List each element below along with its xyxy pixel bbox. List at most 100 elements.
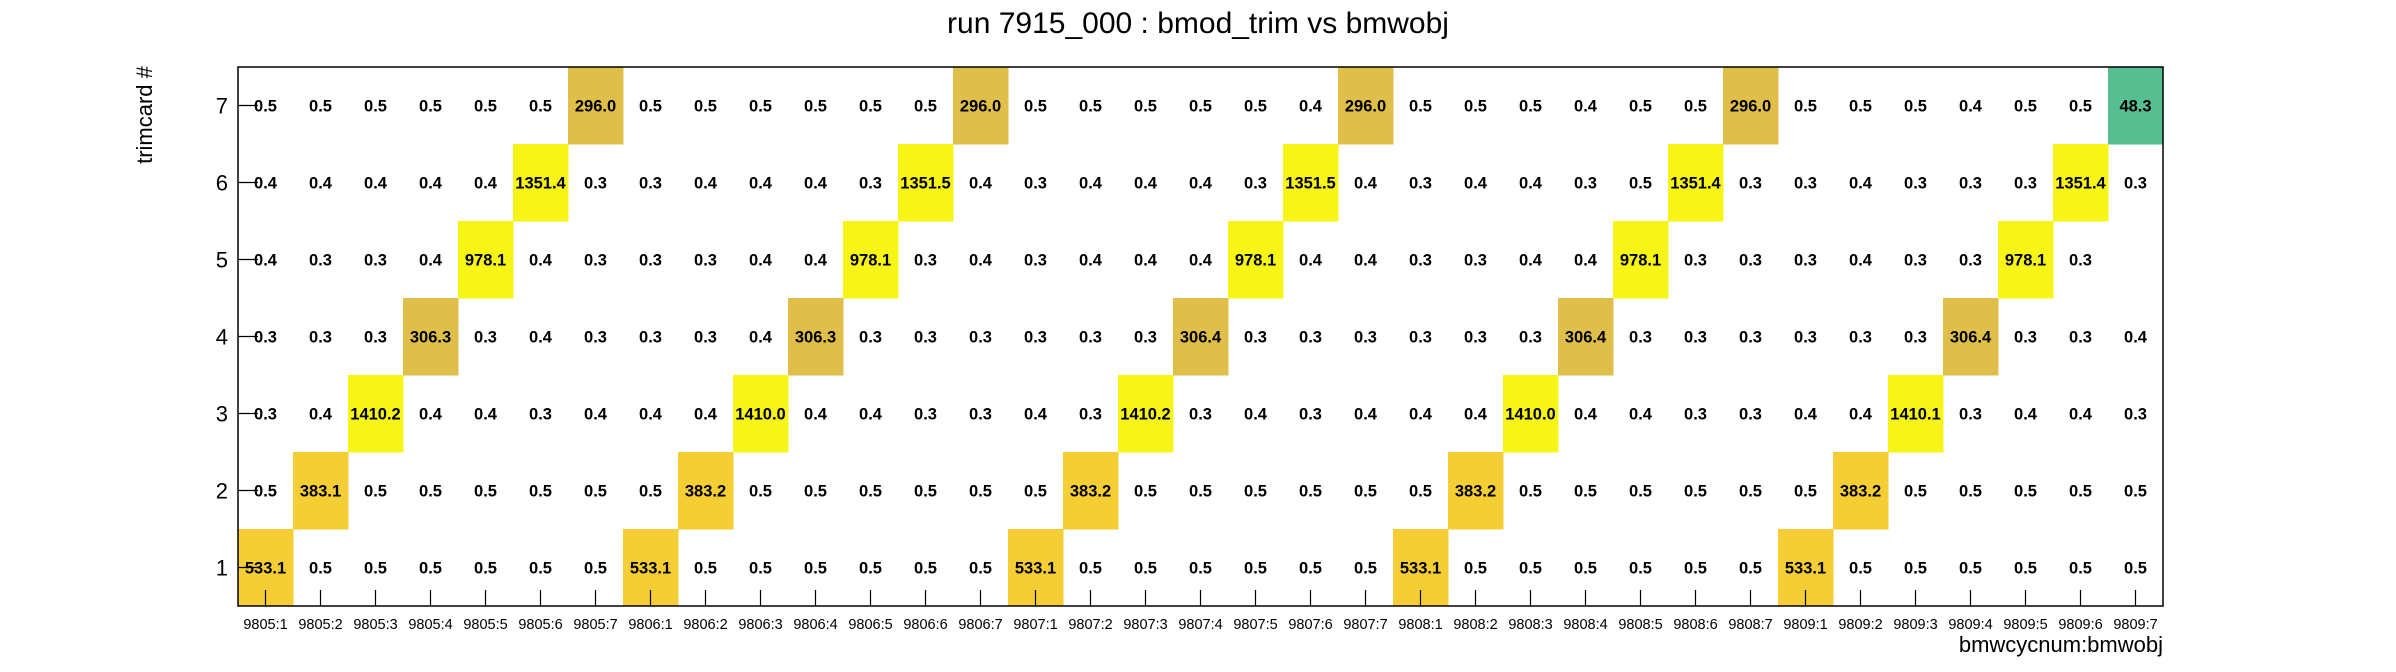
cell-value-label: 0.3 [969,329,992,347]
cell-value-label: 0.3 [364,329,387,347]
chart-title: run 7915_000 : bmod_trim vs bmwobj [947,7,1449,40]
cell-value-label: 0.4 [1354,252,1378,270]
heatmap-cell [1998,221,2054,299]
cell-value-label: 0.5 [1079,98,1102,116]
cell-value-label: 0.4 [804,252,828,270]
cell-value-label: 0.5 [2069,483,2092,501]
cell-value-label: 0.5 [2014,560,2037,578]
cell-value-label: 0.5 [1739,483,1762,501]
x-axis-label: bmwcycnum:bmwobj [1959,632,2163,657]
heatmap-cell [1558,298,1614,376]
x-tick-label: 9806:5 [848,617,892,633]
cell-value-label: 0.3 [859,329,882,347]
cell-value-label: 0.3 [2124,406,2147,424]
heatmap-cell [513,144,569,222]
heatmap-cell [953,67,1009,145]
cell-value-label: 0.5 [969,560,992,578]
cell-value-label: 0.5 [2124,560,2147,578]
x-axis: 9805:1 9805:2 9805:3 9805:4 9805:5 9805:6 9805… [243,590,2158,633]
cell-value-label: 0.4 [969,252,993,270]
cell-value-label: 0.4 [749,175,773,193]
cell-value-label: 0.4 [1409,406,1433,424]
y-tick-label: 7 [216,94,228,119]
heatmap-cell [898,144,954,222]
cell-value-label: 0.3 [1079,329,1102,347]
cell-value-label: 0.3 [2014,329,2037,347]
cell-value-label: 0.4 [1464,175,1488,193]
cell-value-label: 0.4 [419,252,443,270]
heatmap-cell [1503,375,1559,453]
cell-value-label: 533.1 [1785,560,1826,578]
cell-value-label: 0.5 [309,98,332,116]
x-tick-label: 9807:2 [1068,617,1112,633]
heatmap-cell [843,221,899,299]
cell-value-label: 0.5 [694,98,717,116]
heatmap-cell [2053,144,2109,222]
cell-value-label: 0.5 [914,560,937,578]
cell-value-label: 0.5 [2014,98,2037,116]
cell-value-label: 0.3 [1244,175,1267,193]
heatmap-cell [458,221,514,299]
cell-value-label: 0.3 [309,252,332,270]
cell-value-label: 0.5 [1629,483,1652,501]
x-tick-label: 9808:6 [1673,617,1717,633]
x-tick-label: 9808:5 [1618,617,1662,633]
cell-value-label: 0.5 [749,560,772,578]
cell-value-label: 0.3 [309,329,332,347]
heatmap-cell [1668,144,1724,222]
cell-value-label: 0.4 [2124,329,2148,347]
cell-value-label: 533.1 [630,560,671,578]
x-tick-label: 9805:5 [463,617,507,633]
cell-value-label: 0.4 [639,406,663,424]
cell-value-label: 296.0 [575,98,616,116]
cell-value-label: 0.4 [1354,175,1378,193]
cell-value-label: 0.3 [2014,175,2037,193]
x-tick-label: 9809:2 [1838,617,1882,633]
cell-value-label: 0.3 [1739,252,1762,270]
cell-value-label: 0.3 [1409,175,1432,193]
cell-value-label: 0.5 [254,483,277,501]
cell-value-label: 0.3 [1684,252,1707,270]
x-tick-label: 9807:5 [1233,617,1277,633]
cell-value-label: 0.5 [364,98,387,116]
cell-value-label: 0.3 [254,406,277,424]
cell-value-label: 0.4 [694,175,718,193]
heatmap-cells [238,67,2164,607]
x-tick-label: 9807:1 [1013,617,1057,633]
heatmap-cell [403,298,459,376]
x-tick-label: 9808:7 [1728,617,1772,633]
cell-value-label: 0.5 [1134,98,1157,116]
cell-value-label: 0.5 [859,483,882,501]
cell-value-label: 0.5 [1354,483,1377,501]
cell-value-label: 0.4 [529,252,553,270]
cell-value-label: 0.3 [694,252,717,270]
cell-value-label: 0.5 [804,483,827,501]
heatmap-cell [348,375,404,453]
cell-value-label: 0.3 [1189,406,1212,424]
cell-value-label: 0.3 [1024,175,1047,193]
cell-value-label: 0.5 [309,560,332,578]
cell-value-label: 0.4 [1959,98,1983,116]
heatmap-cell [1613,221,1669,299]
x-tick-label: 9807:4 [1178,617,1222,633]
heatmap-cell [788,298,844,376]
cell-value-label: 0.3 [1904,175,1927,193]
y-tick-label: 1 [216,556,228,581]
cell-value-label: 0.4 [1519,175,1543,193]
cell-value-label: 0.5 [1849,560,1872,578]
x-tick-label: 9809:6 [2058,617,2102,633]
heatmap-cell [733,375,789,453]
cell-value-label: 0.4 [1244,406,1268,424]
x-tick-label: 9808:1 [1398,617,1442,633]
cell-value-label: 0.3 [1519,329,1542,347]
cell-value-label: 0.4 [309,406,333,424]
cell-value-label: 0.5 [639,98,662,116]
cell-value-label: 0.5 [1354,560,1377,578]
cell-value-label: 0.5 [474,483,497,501]
cell-value-label: 0.3 [1299,406,1322,424]
cell-value-label: 0.4 [1299,252,1323,270]
heatmap-cell [1943,298,1999,376]
cell-value-label: 0.5 [1299,483,1322,501]
cell-value-label: 0.4 [1079,175,1103,193]
